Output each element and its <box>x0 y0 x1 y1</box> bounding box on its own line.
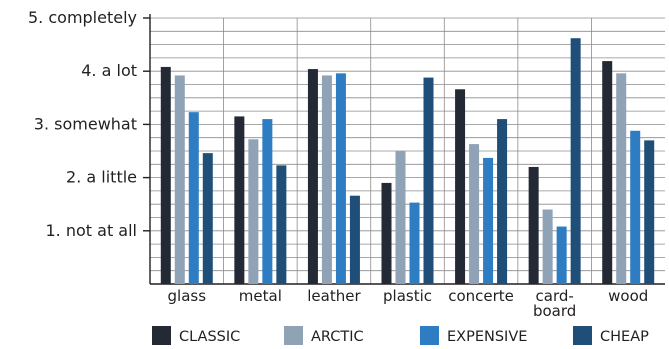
bar-cheap <box>276 165 287 284</box>
legend-swatch-expensive <box>420 326 439 345</box>
bar-expensive <box>262 119 273 284</box>
bar-cheap <box>497 119 508 284</box>
bar-expensive <box>335 73 346 284</box>
bar-classic <box>381 182 392 284</box>
grid-lines <box>150 17 665 284</box>
legend-swatch-classic <box>152 326 171 345</box>
bar-classic <box>160 66 171 284</box>
legend-label-classic: CLASSIC <box>179 329 240 345</box>
bar-expensive <box>409 202 420 284</box>
x-tick-label: glass <box>168 287 207 305</box>
y-tick-label: 5. completely <box>28 8 137 27</box>
x-tick-label: plastic <box>383 287 432 305</box>
bar-cheap <box>349 195 360 284</box>
bar-classic <box>234 116 245 284</box>
bar-cheap <box>202 153 213 284</box>
bar-classic <box>602 61 613 285</box>
x-tick-labels: glass metal leather plastic concerte card-boa… <box>168 287 649 320</box>
legend-label-arctic: ARCTIC <box>311 329 364 345</box>
bar-cheap <box>570 38 581 284</box>
bar-expensive <box>483 157 494 284</box>
x-tick-label: metal <box>239 287 282 305</box>
bar-classic <box>455 89 466 285</box>
bar-arctic <box>469 144 480 284</box>
bar-expensive <box>188 112 199 284</box>
legend-swatch-arctic <box>284 326 303 345</box>
bar-cheap <box>423 77 434 284</box>
legend-label-expensive: EXPENSIVE <box>447 329 527 345</box>
bars <box>160 38 655 285</box>
legend-label-cheap: CHEAP <box>600 329 649 345</box>
bar-cheap <box>644 140 655 284</box>
bar-expensive <box>556 226 567 284</box>
legend-swatch-cheap <box>573 326 592 345</box>
bar-arctic <box>395 151 406 284</box>
y-tick-label: 3. somewhat <box>34 114 137 133</box>
bar-arctic <box>248 139 259 284</box>
x-tick-label: leather <box>307 287 361 305</box>
legend: CLASSIC ARCTIC EXPENSIVE CHEAP <box>152 326 649 345</box>
y-tick-label: 4. a lot <box>81 61 137 80</box>
y-tick-label: 2. a little <box>66 168 137 187</box>
bar-arctic <box>321 75 332 285</box>
bar-expensive <box>630 130 641 284</box>
bar-arctic <box>542 209 553 284</box>
x-tick-label: card-board <box>533 287 576 320</box>
x-tick-label: concerte <box>448 287 514 305</box>
y-tick-label: 1. not at all <box>46 221 138 240</box>
x-tick-label: wood <box>608 287 648 305</box>
bar-arctic <box>174 75 185 285</box>
bar-arctic <box>616 73 627 284</box>
bar-classic <box>307 69 318 285</box>
bar-classic <box>528 166 539 284</box>
y-tick-labels: 5. completely 4. a lot 3. somewhat 2. a lit… <box>28 8 137 240</box>
